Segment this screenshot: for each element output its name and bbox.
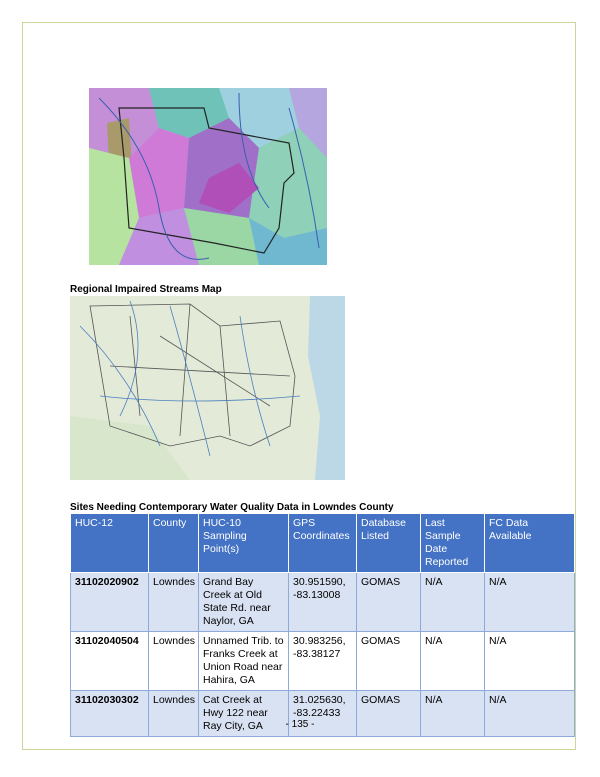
table-row: 31102030302 Lowndes Cat Creek at Hwy 122 n… bbox=[70, 690, 575, 737]
header-cell: FC Data Available bbox=[484, 513, 575, 573]
table-cell: Lowndes bbox=[148, 690, 199, 737]
table-cell: 30.983256, -83.38127 bbox=[288, 631, 357, 691]
table-cell: 31.025630, -83.22433 bbox=[288, 690, 357, 737]
table-cell: 31102030302 bbox=[70, 690, 149, 737]
table-cell: 31102020902 bbox=[70, 572, 149, 632]
watershed-map bbox=[89, 88, 327, 265]
map-caption: Regional Impaired Streams Map bbox=[70, 284, 222, 295]
table-cell: Lowndes bbox=[148, 572, 199, 632]
header-cell: GPS Coordinates bbox=[288, 513, 357, 573]
page-number: - 135 - bbox=[285, 719, 315, 730]
table-cell: Unnamed Trib. to Franks Creek at Union R… bbox=[198, 631, 289, 691]
sites-table: HUC-12 County HUC-10 Sampling Point(s) GPS … bbox=[70, 513, 575, 737]
header-cell: HUC-12 bbox=[70, 513, 149, 573]
table-cell: N/A bbox=[484, 690, 575, 737]
header-cell: Last Sample Date Reported bbox=[420, 513, 485, 573]
table-cell: Lowndes bbox=[148, 631, 199, 691]
table-cell: N/A bbox=[484, 631, 575, 691]
streams-map bbox=[70, 296, 345, 480]
table-cell: 31102040504 bbox=[70, 631, 149, 691]
header-cell: HUC-10 Sampling Point(s) bbox=[198, 513, 289, 573]
header-row: HUC-12 County HUC-10 Sampling Point(s) GPS … bbox=[70, 513, 575, 573]
table-cell: Cat Creek at Hwy 122 near Ray City, GA bbox=[198, 690, 289, 737]
table-cell: N/A bbox=[484, 572, 575, 632]
table-cell: GOMAS bbox=[356, 572, 421, 632]
table-cell: N/A bbox=[420, 572, 485, 632]
table-cell: Grand Bay Creek at Old State Rd. near Na… bbox=[198, 572, 289, 632]
header-cell: Database Listed bbox=[356, 513, 421, 573]
header-cell: County bbox=[148, 513, 199, 573]
table-body: 31102020902 Lowndes Grand Bay Creek at Old… bbox=[70, 572, 575, 737]
page-border bbox=[22, 22, 576, 750]
table-cell: N/A bbox=[420, 631, 485, 691]
table-cell: 30.951590, -83.13008 bbox=[288, 572, 357, 632]
table-caption: Sites Needing Contemporary Water Quality… bbox=[70, 502, 394, 513]
table-row: 31102020902 Lowndes Grand Bay Creek at Old… bbox=[70, 572, 575, 632]
table-cell: GOMAS bbox=[356, 631, 421, 691]
table-cell: GOMAS bbox=[356, 690, 421, 737]
table-row: 31102040504 Lowndes Unnamed Trib. to Frank… bbox=[70, 631, 575, 691]
